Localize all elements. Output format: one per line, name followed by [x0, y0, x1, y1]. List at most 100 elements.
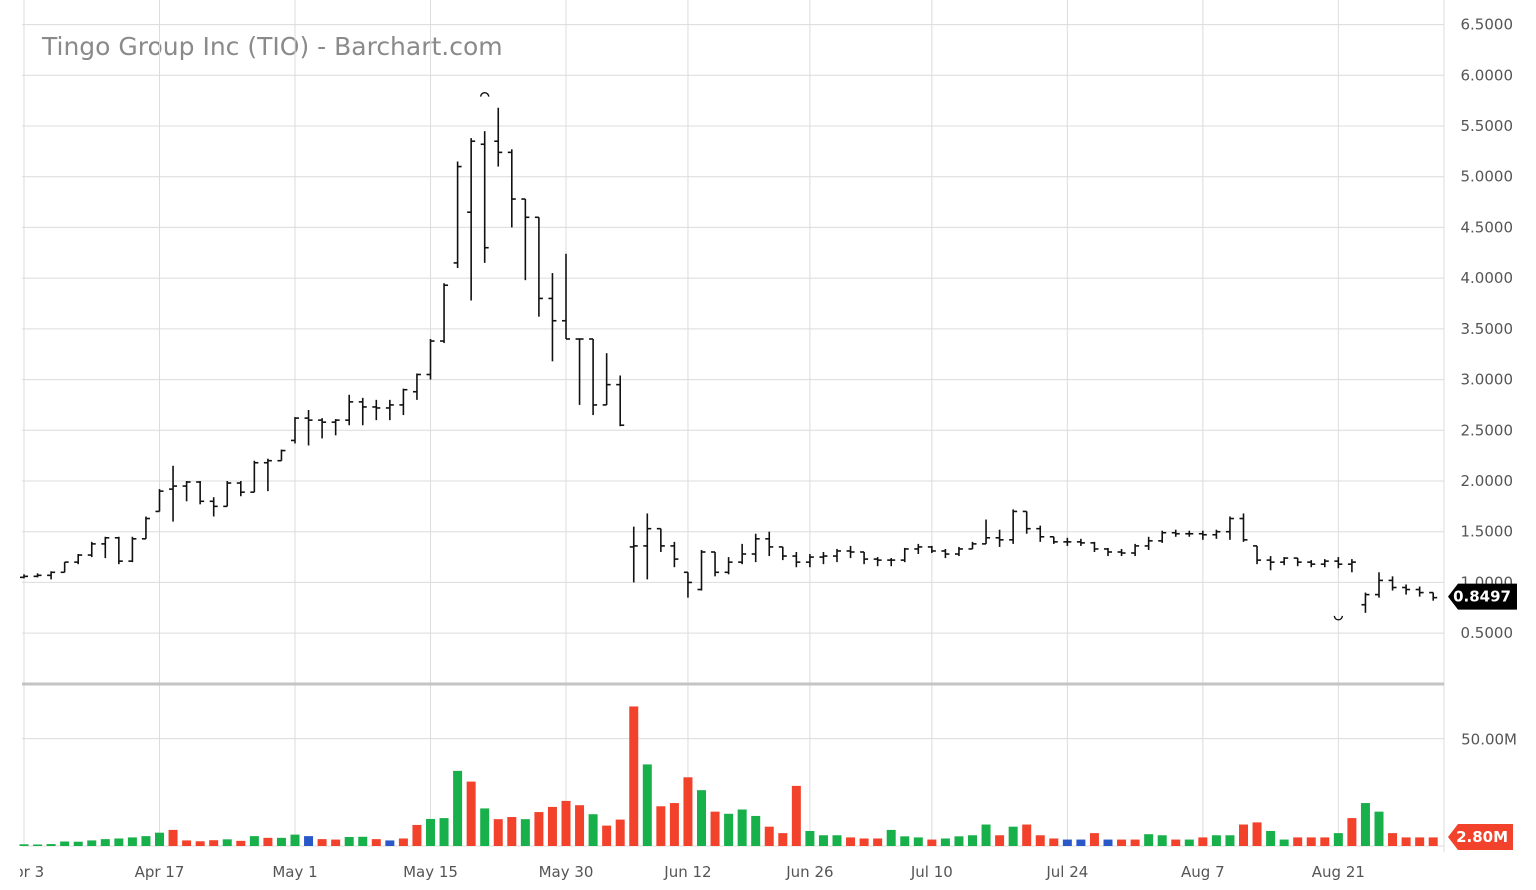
volume-bar	[561, 800, 571, 846]
volume-bar	[575, 805, 585, 846]
date-tick-label: Apr 17	[135, 863, 185, 881]
volume-bar	[832, 835, 842, 846]
volume-bar	[886, 829, 896, 846]
ohlc-bar	[805, 554, 814, 568]
volume-bar	[1035, 835, 1045, 846]
volume-bar	[1428, 837, 1438, 846]
volume-bar	[60, 841, 70, 846]
price-tick-label: 6.5000	[1461, 16, 1514, 34]
ohlc-bar	[155, 489, 164, 513]
ohlc-bar	[1307, 560, 1316, 568]
ohlc-bar	[1063, 537, 1072, 546]
volume-bar	[263, 837, 273, 846]
volume-tick-label: 50.00M	[1461, 731, 1517, 749]
volume-bar	[697, 790, 706, 846]
volume-bar	[371, 839, 381, 846]
volume-bar	[412, 824, 422, 846]
volume-bar	[547, 806, 557, 846]
price-tick-label: 3.5000	[1461, 320, 1514, 338]
price-tick-label: 6.0000	[1461, 66, 1514, 84]
volume-bar	[751, 815, 761, 846]
volume-bar	[33, 844, 43, 846]
ohlc-bar	[1266, 556, 1275, 571]
ohlc-bar	[724, 557, 733, 575]
volume-bar	[900, 836, 910, 846]
volume-bar	[588, 814, 598, 846]
date-tick-label: Aug 21	[1312, 863, 1365, 881]
ohlc-bar	[223, 481, 232, 508]
ohlc-bar	[318, 418, 327, 439]
volume-bar	[480, 808, 490, 846]
ohlc-bar	[819, 552, 828, 565]
volume-bar	[615, 819, 625, 846]
date-tick-label: Jun 26	[785, 863, 833, 881]
ohlc-bar	[1036, 525, 1045, 542]
volume-bar	[724, 813, 734, 846]
ohlc-bar	[169, 465, 178, 522]
ohlc-bar	[358, 397, 367, 426]
price-tick-label: 1.5000	[1461, 523, 1514, 541]
price-tick-label: 2.5000	[1461, 421, 1514, 439]
ohlc-bar	[1009, 509, 1018, 544]
ohlc-bar	[1022, 510, 1031, 534]
ohlc-bar	[792, 552, 801, 568]
volume-bar	[87, 840, 97, 846]
date-tick-label: Aug 7	[1181, 863, 1225, 881]
volume-bar	[1266, 830, 1276, 846]
low-marker	[1333, 615, 1344, 621]
grid-layer	[22, 0, 1445, 852]
volume-bar	[209, 840, 219, 846]
volume-bar	[818, 835, 828, 846]
ohlc-bar	[128, 536, 137, 563]
price-tick-label: 4.0000	[1461, 269, 1514, 287]
volume-bar	[981, 824, 991, 846]
ohlc-bar	[1347, 559, 1356, 573]
volume-bar	[398, 838, 408, 846]
volume-bar	[913, 837, 923, 846]
price-tick-label: 5.5000	[1461, 117, 1514, 135]
ohlc-bar	[629, 526, 638, 583]
volume-bar	[710, 811, 720, 846]
volume-bar	[236, 840, 246, 846]
ohlc-bar	[982, 519, 991, 545]
volume-bar	[520, 819, 530, 846]
ohlc-bar	[480, 131, 489, 263]
ohlc-bars	[20, 107, 1438, 613]
volume-bars	[19, 706, 1438, 846]
price-tick-label: 2.0000	[1461, 472, 1514, 490]
volume-bar	[954, 836, 964, 846]
ohlc-bar	[1429, 591, 1438, 601]
ohlc-bar	[697, 549, 706, 591]
volume-bar	[114, 838, 124, 846]
ohlc-bar	[1361, 592, 1370, 613]
volume-bar	[507, 817, 517, 846]
ohlc-bar	[534, 216, 543, 317]
volume-bar	[1157, 835, 1167, 846]
ohlc-bar	[1185, 530, 1194, 537]
volume-bar	[1171, 839, 1181, 846]
volume-bar	[127, 837, 137, 846]
date-tick-label: Jun 12	[663, 863, 711, 881]
ohlc-bar	[331, 419, 340, 436]
ohlc-bar	[1375, 572, 1383, 598]
date-tick-label: May 30	[539, 863, 594, 881]
volume-bar	[1076, 839, 1086, 846]
date-tick-label: May 15	[403, 863, 458, 881]
price-tick-label: 4.5000	[1461, 218, 1514, 236]
ohlc-bar	[914, 543, 923, 555]
ohlc-bar	[507, 149, 516, 228]
volume-bar	[995, 835, 1005, 846]
volume-bar	[1049, 838, 1059, 846]
ohlc-bar	[941, 548, 950, 559]
ohlc-bar	[1402, 584, 1411, 595]
ohlc-bar	[548, 273, 557, 362]
volume-bar	[602, 825, 612, 846]
ohlc-bar	[1104, 547, 1112, 557]
ohlc-bar	[683, 571, 692, 598]
ohlc-bar	[304, 410, 313, 446]
ohlc-bar	[467, 138, 476, 301]
date-tick-label: Jul 10	[910, 863, 953, 881]
volume-bar	[683, 777, 693, 846]
ohlc-bar	[602, 353, 611, 406]
ohlc-bar	[182, 481, 191, 502]
